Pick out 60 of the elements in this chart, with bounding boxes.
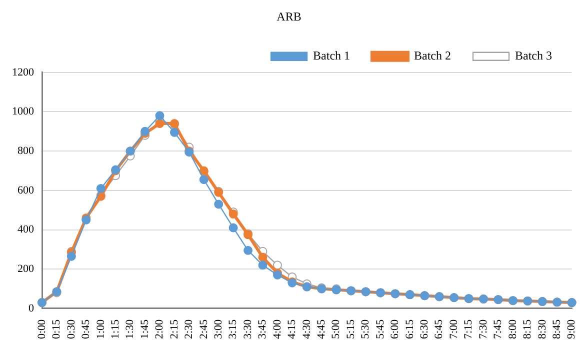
x-tick-label: 5:45 — [374, 318, 386, 340]
y-tick-label: 0 — [28, 302, 34, 314]
x-tick-label: 7:00 — [448, 318, 460, 340]
x-tick-label: 8:00 — [506, 318, 519, 340]
x-tick-label: 6:30 — [418, 318, 431, 340]
point — [66, 252, 76, 261]
y-tick-label: 800 — [18, 144, 34, 157]
x-tick-label: 1:45 — [138, 318, 151, 340]
x-tick-label: 7:30 — [477, 318, 490, 340]
legend-label: Batch 3 — [515, 48, 552, 63]
point — [155, 119, 164, 128]
x-tick-label: 8:30 — [536, 318, 548, 340]
x-tick-label: 7:45 — [492, 318, 504, 340]
x-tick-label: 5:15 — [344, 318, 357, 340]
x-tick-label: 2:15 — [168, 318, 180, 340]
x-tick-label: 3:00 — [212, 318, 224, 340]
point — [244, 246, 253, 255]
chart-title: ARB — [276, 9, 302, 24]
x-tick-label: 1:15 — [109, 318, 122, 340]
point — [228, 223, 238, 232]
y-tick-label: 600 — [18, 184, 34, 196]
x-tick-label: 3:15 — [227, 318, 240, 340]
x-tick-label: 0:15 — [50, 318, 63, 340]
point — [258, 252, 268, 262]
x-tick-label: 2:45 — [198, 318, 210, 340]
x-tick-label: 9:00 — [566, 318, 578, 340]
x-tick-label: 7:15 — [462, 318, 475, 340]
x-tick-label: 8:15 — [522, 318, 534, 340]
x-tick-label: 3:30 — [242, 318, 254, 340]
legend-label: Batch 1 — [313, 48, 350, 63]
x-tick-label: 0:30 — [65, 318, 78, 340]
x-tick-label: 3:45 — [256, 318, 269, 340]
x-tick-label: 4:00 — [271, 318, 284, 340]
x-tick-label: 2:30 — [183, 318, 196, 340]
point — [96, 184, 106, 193]
y-tick-label: 1200 — [12, 66, 34, 78]
x-tick-label: 1:30 — [124, 318, 136, 340]
x-tick-label: 4:30 — [300, 318, 313, 340]
point — [199, 175, 208, 184]
x-tick-label: 2:00 — [154, 318, 166, 340]
x-tick-label: 5:30 — [360, 318, 372, 340]
x-tick-label: 8:45 — [550, 318, 563, 340]
x-tick-label: 4:15 — [286, 318, 298, 340]
x-tick-label: 4:45 — [316, 318, 328, 340]
point — [170, 128, 179, 137]
point — [258, 260, 268, 270]
x-tick-label: 6:15 — [404, 318, 416, 340]
x-tick-label: 1:00 — [94, 318, 107, 340]
y-tick-label: 400 — [18, 224, 34, 236]
legend-label: Batch 2 — [414, 48, 452, 63]
x-tick-label: 0:00 — [36, 318, 48, 340]
x-tick-label: 6:00 — [389, 318, 402, 340]
point — [214, 200, 224, 209]
point — [272, 260, 282, 270]
point — [155, 111, 164, 120]
y-tick-label: 1000 — [12, 106, 34, 118]
x-tick-label: 0:45 — [80, 318, 92, 340]
x-tick-label: 5:00 — [330, 318, 342, 340]
y-tick-label: 200 — [18, 262, 34, 275]
x-tick-label: 6:45 — [433, 318, 446, 340]
